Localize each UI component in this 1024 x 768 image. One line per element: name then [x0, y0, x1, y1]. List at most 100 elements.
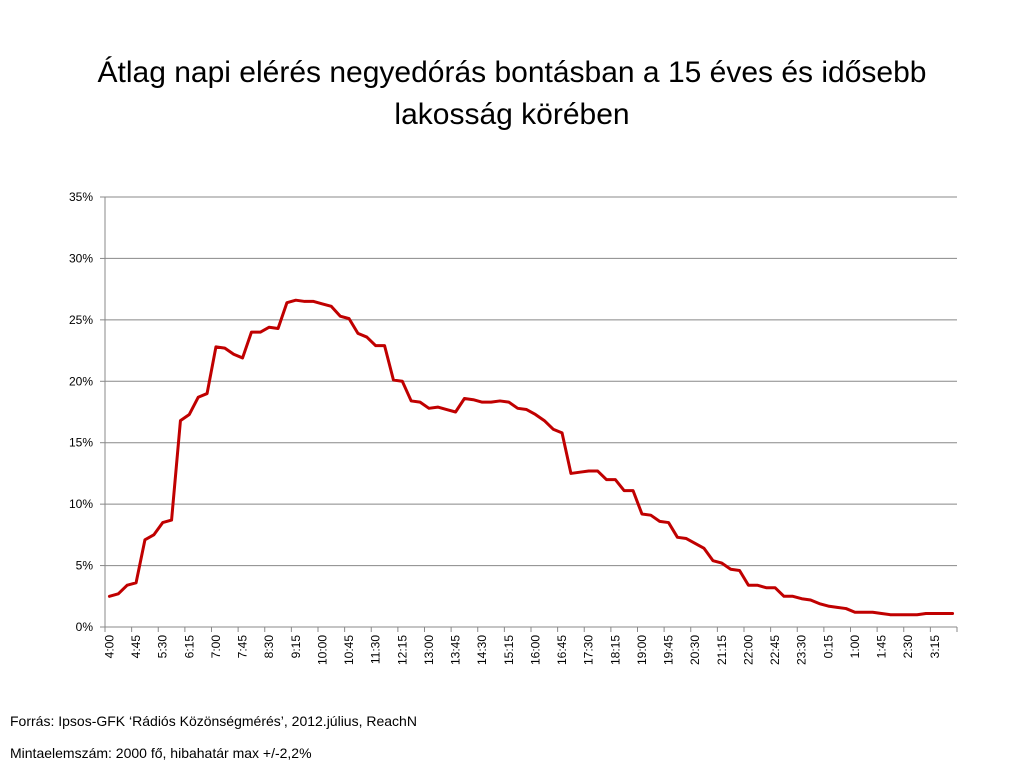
data-point	[631, 489, 635, 492]
x-tick-label: 0:15	[821, 635, 835, 659]
x-tick-label: 5:30	[156, 635, 170, 659]
x-tick-label: 4:00	[102, 635, 116, 659]
data-point	[232, 353, 235, 356]
data-point	[906, 613, 910, 616]
data-point	[507, 400, 511, 404]
data-point	[658, 520, 661, 523]
data-point	[409, 399, 413, 403]
data-point	[649, 514, 653, 517]
data-point	[196, 396, 200, 399]
data-point	[809, 598, 812, 602]
data-point	[516, 407, 519, 410]
data-point	[108, 595, 111, 598]
x-tick-label: 17:30	[582, 635, 596, 665]
data-point	[560, 431, 564, 435]
x-tick-label: 7:00	[209, 635, 223, 659]
data-point	[729, 568, 732, 571]
data-point	[534, 413, 537, 416]
data-point	[569, 472, 573, 475]
x-tick-label: 10:45	[342, 635, 356, 665]
y-tick-label: 35%	[69, 190, 93, 204]
data-point	[614, 478, 617, 481]
x-tick-label: 15:15	[502, 635, 516, 665]
data-point	[427, 407, 431, 410]
data-point	[880, 612, 883, 615]
data-point	[480, 400, 484, 404]
x-tick-label: 11:30	[369, 635, 383, 664]
x-tick-label: 1:45	[875, 635, 889, 659]
data-point	[667, 521, 670, 524]
x-tick-label: 6:15	[182, 635, 196, 659]
data-point	[338, 314, 342, 318]
data-point	[756, 584, 759, 587]
data-point	[392, 378, 395, 382]
x-tick-label: 7:45	[236, 635, 250, 659]
data-point	[835, 606, 839, 609]
data-point	[454, 410, 457, 414]
data-point	[942, 612, 945, 615]
data-point	[285, 301, 289, 304]
data-point	[179, 419, 182, 422]
x-tick-label: 10:00	[315, 635, 329, 665]
data-point	[853, 611, 857, 614]
data-point	[330, 305, 333, 308]
data-point	[117, 592, 120, 596]
data-point	[622, 489, 626, 492]
data-point	[578, 471, 582, 474]
y-tick-label: 5%	[76, 559, 94, 573]
data-point	[800, 597, 803, 600]
data-point	[596, 469, 599, 473]
data-point	[702, 547, 706, 550]
data-point	[782, 595, 786, 598]
data-point	[871, 611, 874, 614]
data-point	[445, 408, 448, 411]
data-point	[489, 400, 493, 404]
data-point	[294, 299, 298, 302]
data-point	[321, 302, 324, 306]
x-tick-label: 19:45	[662, 635, 676, 665]
data-point	[773, 586, 777, 589]
y-tick-label: 20%	[69, 374, 93, 388]
x-tick-label: 8:30	[262, 635, 276, 659]
x-tick-label: 23:30	[795, 635, 809, 665]
x-tick-label: 13:00	[422, 635, 436, 665]
x-tick-label: 9:15	[289, 635, 303, 659]
x-tick-label: 12:15	[395, 635, 409, 665]
data-point	[747, 584, 750, 587]
data-point	[924, 612, 928, 615]
data-point	[214, 345, 218, 349]
x-tick-label: 18:15	[608, 635, 622, 665]
y-tick-label: 30%	[69, 251, 93, 265]
source-note: Forrás: Ipsos-GFK ‘Rádiós Közönségmérés’…	[10, 713, 417, 729]
data-point	[889, 613, 892, 616]
x-tick-label: 16:00	[528, 635, 542, 665]
series-line	[107, 298, 955, 617]
data-point	[525, 408, 528, 411]
data-point	[312, 300, 315, 303]
data-point	[933, 612, 937, 615]
data-point	[951, 612, 954, 615]
data-point	[223, 346, 227, 350]
chart-title-line-2: lakosság körében	[394, 98, 630, 131]
data-point	[303, 300, 306, 303]
x-tick-label: 21:15	[715, 635, 729, 665]
x-tick-label: 4:45	[129, 635, 143, 659]
x-tick-label: 2:30	[901, 635, 915, 659]
y-tick-label: 0%	[76, 620, 94, 634]
data-point	[161, 521, 164, 524]
data-point	[276, 327, 280, 330]
data-point	[241, 356, 244, 360]
data-point	[711, 559, 715, 562]
x-tick-label: 13:45	[449, 635, 463, 665]
data-point	[720, 561, 724, 565]
data-point	[827, 604, 830, 608]
x-tick-label: 20:30	[688, 635, 702, 665]
data-point	[374, 344, 377, 347]
data-point	[640, 512, 644, 516]
y-tick-label: 25%	[69, 313, 93, 327]
y-tick-label: 15%	[69, 436, 93, 450]
data-point	[170, 518, 173, 522]
x-tick-label: 1:00	[848, 635, 862, 659]
data-point	[365, 335, 369, 339]
x-tick-label: 16:45	[555, 635, 569, 665]
